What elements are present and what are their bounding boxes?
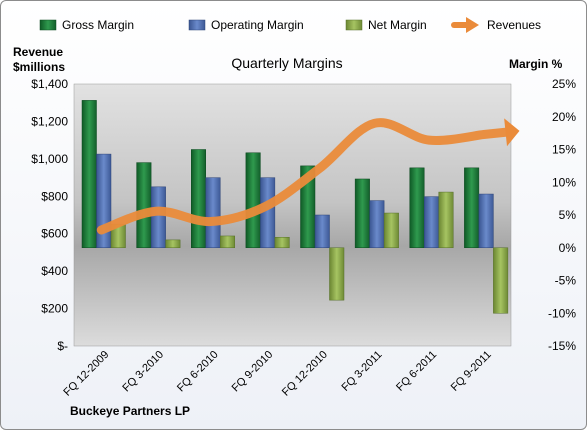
right-tick-label: -5% (555, 274, 577, 288)
gross-margin-bar (191, 149, 206, 248)
legend-label-revenues: Revenues (487, 18, 541, 32)
gross-margin-bar (464, 167, 480, 248)
right-tick-label: 0% (559, 241, 577, 255)
right-tick-label: -15% (548, 339, 576, 353)
legend-arrow-revenues (451, 17, 479, 33)
right-axis: -15% -10% -5% 0% 5% 10% 15% 20% 25% (548, 77, 576, 353)
left-axis-label-line2: $millions (13, 60, 65, 74)
right-tick-label: 20% (552, 110, 576, 124)
legend-label-gross-margin: Gross Margin (62, 18, 134, 32)
legend-swatch-operating-margin (188, 19, 206, 31)
left-tick-label: $1,200 (31, 114, 68, 128)
net-margin-bar (383, 212, 399, 249)
category-label: FQ 6-2011 (394, 349, 439, 394)
gross-margin-bar (409, 167, 425, 248)
left-axis: $- $200 $400 $600 $800 $1,000 $1,200 $1,400 (31, 77, 68, 353)
left-tick-label: $400 (41, 264, 68, 278)
category-label: FQ 9-2010 (230, 349, 276, 395)
category-label: FQ 6-2010 (175, 349, 221, 395)
operating-margin-bar (205, 177, 221, 248)
revenues-arrowhead (504, 118, 520, 147)
legend-label-net-margin: Net Margin (368, 18, 427, 32)
gross-margin-bar (354, 178, 370, 249)
right-tick-label: 25% (552, 77, 576, 91)
gross-margin-bar (300, 165, 316, 248)
operating-margin-bar (424, 196, 439, 249)
left-tick-label: $1,400 (31, 77, 68, 91)
legend-label-operating-margin: Operating Margin (211, 18, 304, 32)
right-tick-label: -10% (548, 306, 576, 320)
net-margin-bar (493, 247, 509, 314)
category-label: FQ 12-2010 (280, 349, 330, 399)
company-name: Buckeye Partners LP (70, 404, 190, 418)
right-axis-label: Margin % (509, 57, 563, 71)
revenues-line (96, 118, 511, 235)
right-tick-label: 10% (552, 175, 576, 189)
category-axis: FQ 12-2009 FQ 3-2010 FQ 6-2010 FQ 9-2010 FQ … (61, 349, 493, 399)
operating-margin-bar (369, 200, 385, 248)
legend-swatch-net-margin (345, 19, 363, 31)
net-margin-bar (220, 235, 235, 249)
left-tick-label: $800 (41, 189, 68, 203)
net-margin-bar (165, 239, 181, 248)
gross-margin-bar (245, 152, 261, 248)
left-tick-label: $1,000 (31, 152, 68, 166)
operating-margin-bar (314, 214, 330, 248)
net-margin-bar (274, 237, 290, 249)
net-margin-bar (329, 247, 345, 301)
right-tick-label: 5% (559, 208, 577, 222)
category-label: FQ 12-2009 (61, 349, 111, 399)
net-margin-bar (438, 191, 454, 248)
right-tick-label: 15% (552, 143, 576, 157)
category-label: FQ 3-2010 (120, 349, 166, 395)
revenue-series (96, 118, 520, 235)
legend-swatch-gross-margin (39, 19, 57, 31)
category-label: FQ 3-2011 (339, 349, 384, 394)
left-tick-label: $200 (41, 302, 68, 316)
left-tick-label: $600 (41, 227, 68, 241)
chart-title: Quarterly Margins (231, 55, 342, 71)
left-tick-label: $- (57, 339, 68, 353)
category-label: FQ 9-2011 (449, 349, 494, 394)
gross-margin-bar (81, 100, 97, 248)
left-axis-label-line1: Revenue (13, 45, 63, 59)
operating-margin-bar (478, 193, 494, 248)
legend: Gross Margin Operating Margin Net Margin… (39, 17, 541, 33)
operating-margin-bar (150, 186, 166, 249)
gross-margin-bar (136, 162, 152, 249)
